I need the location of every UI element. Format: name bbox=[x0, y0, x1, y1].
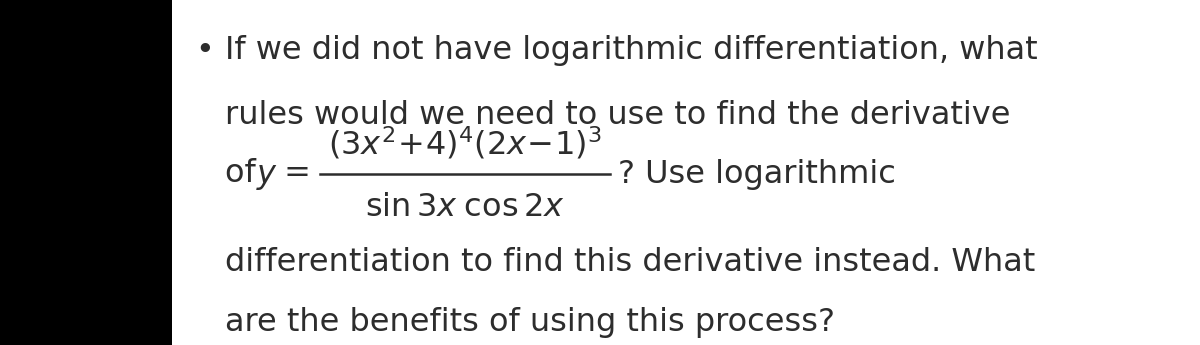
Bar bbox=[0, 0, 172, 345]
Text: are the benefits of using this process?: are the benefits of using this process? bbox=[226, 307, 835, 338]
Text: differentiation to find this derivative instead. What: differentiation to find this derivative … bbox=[226, 247, 1036, 278]
Text: $\sin 3x\;\cos 2x$: $\sin 3x\;\cos 2x$ bbox=[365, 191, 565, 223]
Text: ? Use logarithmic: ? Use logarithmic bbox=[618, 158, 896, 189]
Text: •: • bbox=[194, 35, 214, 66]
Text: =: = bbox=[274, 158, 311, 189]
Text: rules would we need to use to find the derivative: rules would we need to use to find the d… bbox=[226, 100, 1010, 131]
Text: $(3x^2\!+\!4)^4(2x\!-\!1)^3$: $(3x^2\!+\!4)^4(2x\!-\!1)^3$ bbox=[328, 125, 602, 161]
Text: of: of bbox=[226, 158, 266, 189]
Text: y: y bbox=[257, 158, 276, 189]
Text: If we did not have logarithmic differentiation, what: If we did not have logarithmic different… bbox=[226, 35, 1038, 66]
